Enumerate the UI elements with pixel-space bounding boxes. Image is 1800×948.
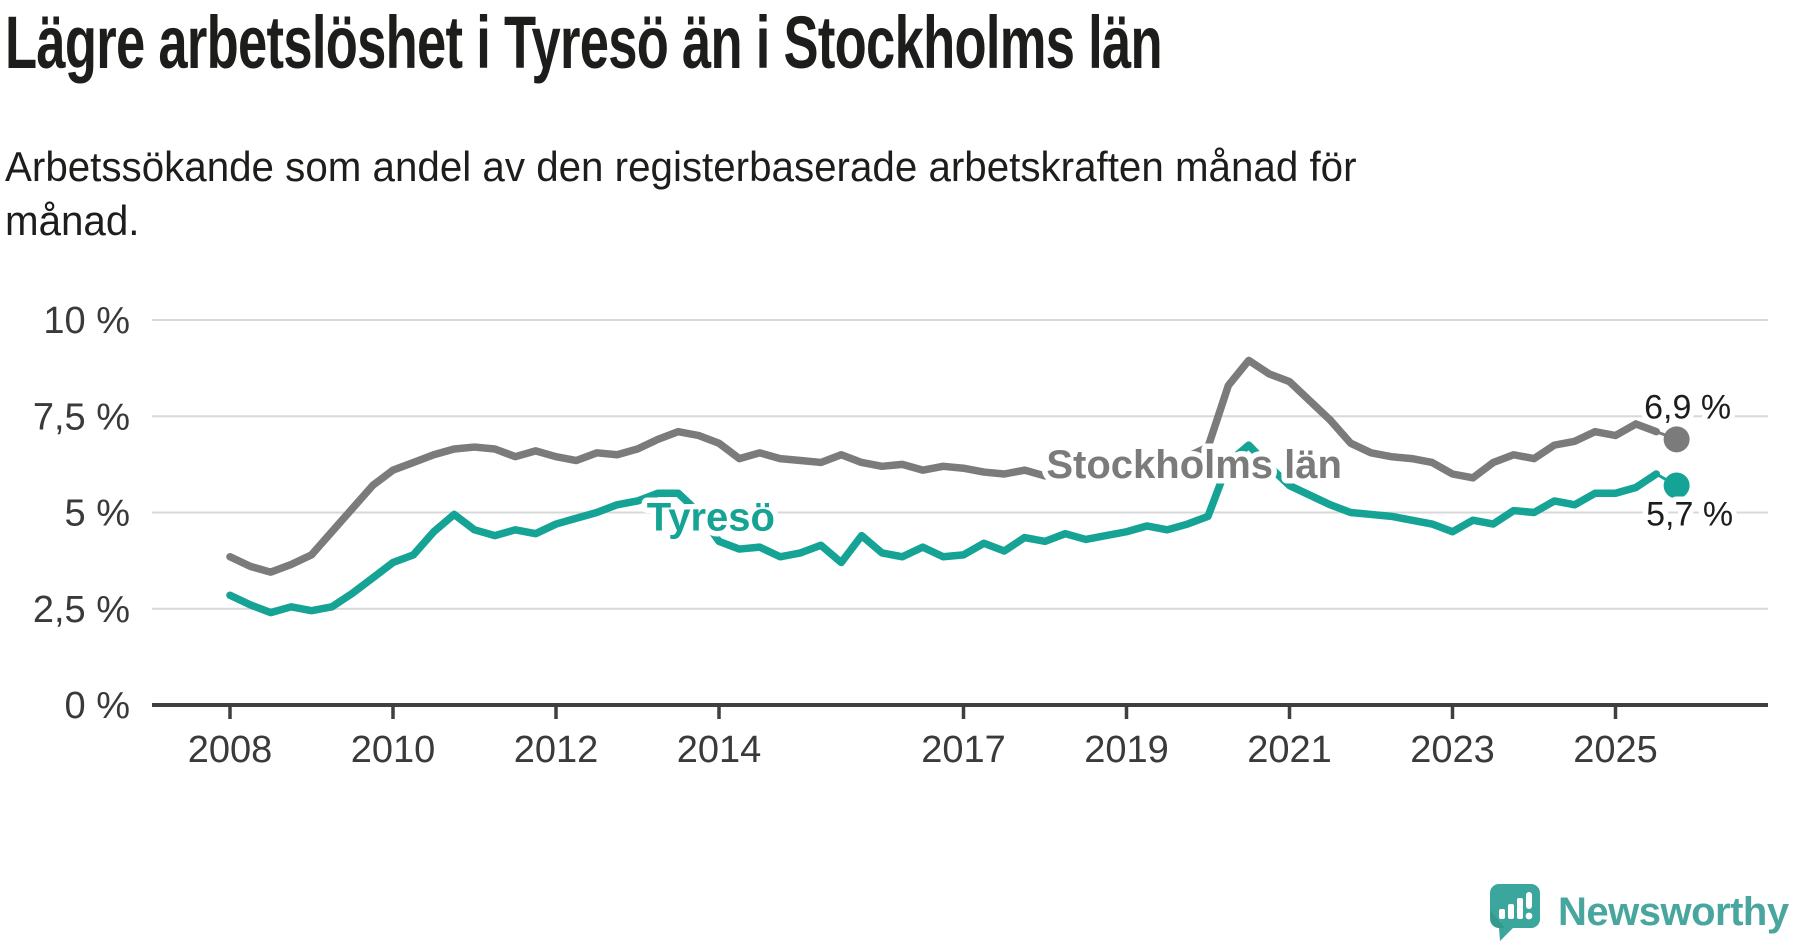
newsworthy-logo: Newsworthy [1489,884,1789,942]
page-title: Lägre arbetslöshet i Tyresö än i Stockho… [5,1,1163,84]
series-line-stockholms-lan [226,356,1660,576]
y-tick-label: 0 % [65,685,130,727]
speech-bubble-shape [1490,884,1540,941]
bar-chart-glyph [1499,892,1533,920]
y-tick-label: 7,5 % [33,396,130,438]
x-tick-label: 2014 [677,729,762,771]
x-tick-label: 2017 [921,729,1006,771]
x-tick-label: 2023 [1410,729,1495,771]
x-tick-label: 2019 [1084,729,1169,771]
series-line-tyreso [226,441,1660,617]
y-tick-label: 10 % [43,300,130,342]
x-tick-label: 2012 [514,729,599,771]
series-end-dot-stockholms-lan [1663,426,1690,453]
x-tick-label: 2008 [188,729,273,771]
exclamation-dot [1525,912,1533,920]
series-label-stockholms-lan: Stockholms län [1046,443,1342,487]
end-value-label-stockholms-lan: 6,9 % [1644,388,1731,426]
series-end-dot-tyreso [1663,472,1690,499]
bubble-fold-shade [1490,910,1505,928]
newsworthy-logo-icon [1490,884,1540,941]
y-tick-label: 5 % [65,493,130,535]
newsworthy-wordmark: Newsworthy [1558,890,1789,934]
x-tick-label: 2010 [351,729,436,771]
page-subtitle: Arbetssökande som andel av den registerb… [5,143,1357,244]
y-tick-label: 2,5 % [33,589,130,631]
exclamation-bar [1526,892,1532,909]
end-value-label-tyreso: 5,7 % [1646,496,1733,534]
x-tick-label: 2025 [1573,729,1658,771]
x-tick-label: 2021 [1247,729,1332,771]
series-label-tyreso: Tyresö [647,495,775,539]
